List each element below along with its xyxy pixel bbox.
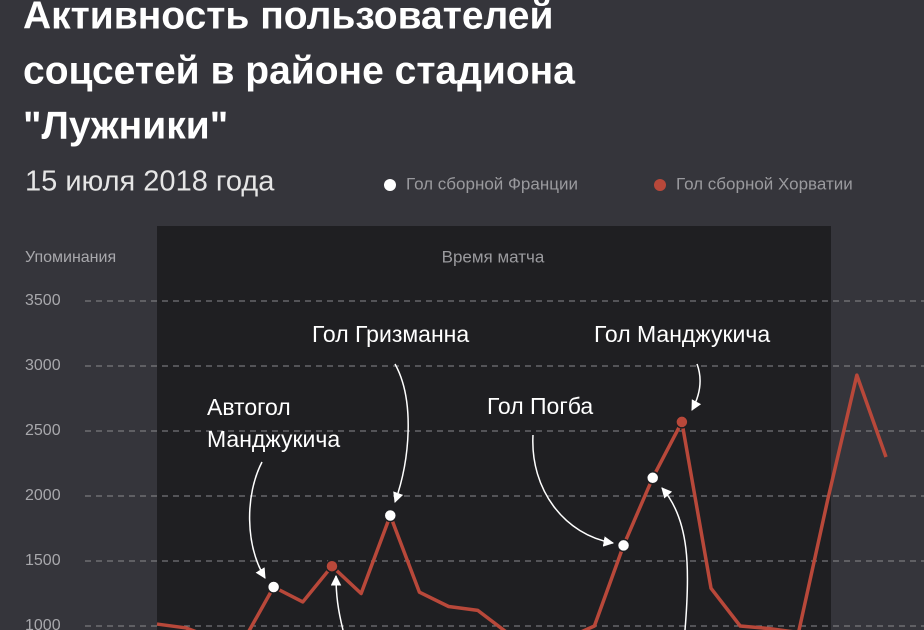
chart-title: "Лужники" — [23, 104, 228, 147]
legend-label: Гол сборной Хорватии — [676, 174, 853, 193]
y-tick-label: 1000 — [25, 617, 61, 630]
annotation-text: Манджукича — [207, 426, 340, 452]
y-tick-label: 3000 — [25, 357, 61, 374]
annotation-arrow — [661, 487, 689, 630]
annotation-text: Гол Гризманна — [312, 321, 469, 347]
legend-marker — [384, 179, 396, 191]
goal-marker — [325, 559, 339, 573]
y-tick-label: 1500 — [25, 552, 61, 569]
subtitle: 15 июля 2018 года — [25, 166, 275, 198]
goal-marker — [645, 471, 660, 485]
y-axis-label: Упоминания — [25, 249, 116, 266]
annotation-arrow — [330, 574, 344, 630]
legend-label: Гол сборной Франции — [406, 174, 578, 193]
annotation-arrow — [393, 363, 409, 503]
y-tick-label: 2000 — [25, 487, 61, 504]
y-tick-label: 2500 — [25, 422, 61, 439]
annotation-arrow — [691, 363, 702, 411]
goal-marker — [383, 508, 398, 523]
annotation-text: Автогол — [207, 394, 291, 420]
y-tick-label: 3500 — [25, 292, 61, 309]
annotation-text: Гол Погба — [487, 393, 593, 419]
chart-title: соцсетей в районе стадиона — [23, 49, 575, 92]
chart-title: Активность пользователей — [23, 0, 553, 37]
annotation-arrow — [248, 461, 266, 579]
legend-marker — [654, 179, 666, 191]
annotation-arrow — [532, 434, 615, 547]
goal-marker — [675, 415, 689, 429]
annotation-text: Гол Манджукича — [594, 321, 770, 347]
shade-label: Время матча — [442, 247, 545, 266]
goal-marker — [616, 538, 631, 553]
match-time-shade — [157, 226, 831, 630]
goal-marker — [266, 580, 281, 594]
